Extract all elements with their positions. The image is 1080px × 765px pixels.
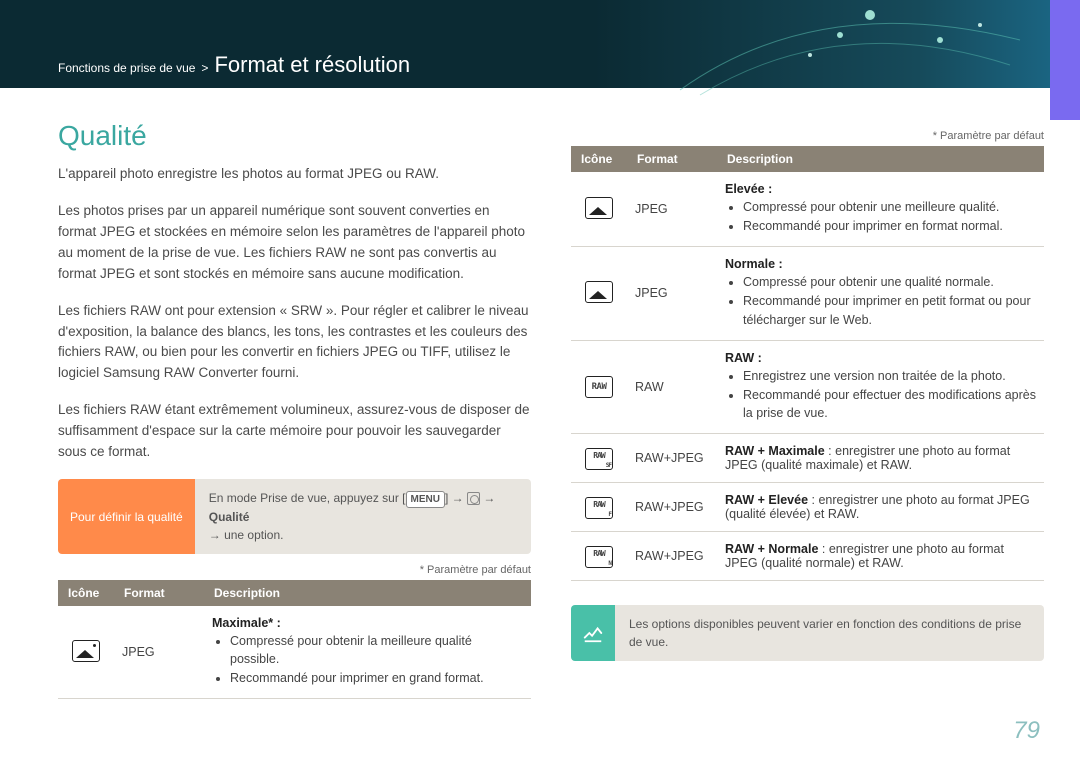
- info-box: Les options disponibles peuvent varier e…: [571, 605, 1044, 661]
- section-heading: Qualité: [58, 120, 531, 152]
- header-banner: Fonctions de prise de vue > Format et ré…: [0, 0, 1080, 88]
- cell-description: RAW + Maximale : enregistrer une photo a…: [717, 434, 1044, 483]
- quality-table-right: Icône Format Description JPEG Elevée : Com…: [571, 146, 1044, 581]
- page-number: 79: [1013, 717, 1040, 745]
- jpeg-sf-icon: [72, 640, 100, 662]
- rawj-icon: N: [585, 546, 613, 568]
- cell-description: RAW : Enregistrez une version non traitée…: [717, 340, 1044, 433]
- bullet-item: Recommandé pour effectuer des modificati…: [743, 386, 1036, 422]
- cell-format: JPEG: [627, 172, 717, 247]
- th-format: Format: [627, 146, 717, 172]
- format-title: RAW :: [725, 351, 762, 365]
- arrow-icon: →: [452, 491, 464, 505]
- bullet-list: Enregistrez une version non traitée de l…: [725, 367, 1036, 422]
- default-note: * Paramètre par défaut: [58, 564, 531, 576]
- jpeg-n-icon: [585, 281, 613, 303]
- cell-format: JPEG: [114, 606, 204, 699]
- cell-icon: N: [571, 532, 627, 581]
- left-column: Qualité L'appareil photo enregistre les …: [58, 120, 531, 725]
- arrow-icon: →: [483, 491, 495, 505]
- bullet-item: Compressé pour obtenir une qualité norma…: [743, 273, 1036, 291]
- format-title: RAW + Elevée: [725, 493, 808, 507]
- cell-icon: [571, 340, 627, 433]
- cell-format: RAW+JPEG: [627, 483, 717, 532]
- bullet-item: Compressé pour obtenir la meilleure qual…: [230, 632, 523, 668]
- raw-icon: [585, 376, 613, 398]
- bullet-list: Compressé pour obtenir une meilleure qua…: [725, 198, 1036, 235]
- breadcrumb-section: Fonctions de prise de vue: [58, 61, 195, 75]
- cell-icon: [571, 172, 627, 247]
- tip-bold: Qualité: [209, 510, 250, 524]
- cell-description: RAW + Normale : enregistrer une photo au…: [717, 532, 1044, 581]
- table-row: JPEG Normale : Compressé pour obtenir une …: [571, 247, 1044, 340]
- th-desc: Description: [717, 146, 1044, 172]
- bullet-list: Compressé pour obtenir une qualité norma…: [725, 273, 1036, 328]
- tip-content: En mode Prise de vue, appuyez sur [MENU]…: [195, 479, 531, 554]
- cell-icon: [571, 247, 627, 340]
- breadcrumb: Fonctions de prise de vue > Format et ré…: [58, 52, 410, 78]
- paragraph: Les fichiers RAW étant extrêmement volum…: [58, 400, 531, 463]
- th-icon: Icône: [571, 146, 627, 172]
- bullet-item: Compressé pour obtenir une meilleure qua…: [743, 198, 1036, 216]
- tip-label: Pour définir la qualité: [58, 479, 195, 554]
- cell-description: Maximale* : Compressé pour obtenir la mei…: [204, 606, 531, 699]
- tip-box: Pour définir la qualité En mode Prise de…: [58, 479, 531, 554]
- bullet-item: Recommandé pour imprimer en format norma…: [743, 217, 1036, 235]
- tip-suffix: → une option.: [209, 528, 284, 542]
- format-title: RAW + Normale: [725, 542, 818, 556]
- quality-table-left: Icône Format Description JPEGMaximale* :…: [58, 580, 531, 699]
- bullet-item: Enregistrez une version non traitée de l…: [743, 367, 1036, 385]
- cell-format: RAW+JPEG: [627, 434, 717, 483]
- camera-icon: [467, 492, 480, 505]
- cell-icon: [58, 606, 114, 699]
- info-text: Les options disponibles peuvent varier e…: [615, 605, 1044, 661]
- table-row: RAW RAW : Enregistrez une version non trai…: [571, 340, 1044, 433]
- rawj-icon: F: [585, 497, 613, 519]
- format-title: Maximale* :: [212, 616, 281, 630]
- cell-format: JPEG: [627, 247, 717, 340]
- bullet-list: Compressé pour obtenir la meilleure qual…: [212, 632, 523, 687]
- cell-format: RAW+JPEG: [627, 532, 717, 581]
- page-content: Qualité L'appareil photo enregistre les …: [0, 100, 1080, 765]
- table-row: F RAW+JPEGRAW + Elevée : enregistrer une …: [571, 483, 1044, 532]
- header-decoration: [660, 0, 1040, 110]
- cell-icon: SF: [571, 434, 627, 483]
- bullet-item: Recommandé pour imprimer en petit format…: [743, 292, 1036, 328]
- paragraph: L'appareil photo enregistre les photos a…: [58, 164, 531, 185]
- rawj-icon: SF: [585, 448, 613, 470]
- table-row: N RAW+JPEGRAW + Normale : enregistrer une…: [571, 532, 1044, 581]
- cell-description: Elevée : Compressé pour obtenir une meill…: [717, 172, 1044, 247]
- menu-button-icon: MENU: [406, 491, 445, 508]
- table-row: JPEG Elevée : Compressé pour obtenir une m…: [571, 172, 1044, 247]
- paragraph: Les fichiers RAW ont pour extension « SR…: [58, 301, 531, 385]
- default-note: * Paramètre par défaut: [571, 130, 1044, 142]
- cell-format: RAW: [627, 340, 717, 433]
- breadcrumb-title: Format et résolution: [214, 52, 410, 78]
- table-row: SF RAW+JPEGRAW + Maximale : enregistrer u…: [571, 434, 1044, 483]
- info-icon: [571, 605, 615, 661]
- th-desc: Description: [204, 580, 531, 606]
- right-column: * Paramètre par défaut Icône Format Desc…: [571, 120, 1044, 725]
- cell-description: Normale : Compressé pour obtenir une qual…: [717, 247, 1044, 340]
- th-format: Format: [114, 580, 204, 606]
- breadcrumb-separator: >: [201, 61, 208, 75]
- table-row: JPEG Maximale* : Compressé pour obtenir la…: [58, 606, 531, 699]
- format-title: RAW + Maximale: [725, 444, 825, 458]
- jpeg-f-icon: [585, 197, 613, 219]
- cell-description: RAW + Elevée : enregistrer une photo au …: [717, 483, 1044, 532]
- th-icon: Icône: [58, 580, 114, 606]
- paragraph: Les photos prises par un appareil numéri…: [58, 201, 531, 285]
- tip-prefix: En mode Prise de vue, appuyez sur: [209, 491, 399, 505]
- cell-icon: F: [571, 483, 627, 532]
- bullet-item: Recommandé pour imprimer en grand format…: [230, 669, 523, 687]
- format-title: Normale :: [725, 257, 783, 271]
- format-title: Elevée :: [725, 182, 772, 196]
